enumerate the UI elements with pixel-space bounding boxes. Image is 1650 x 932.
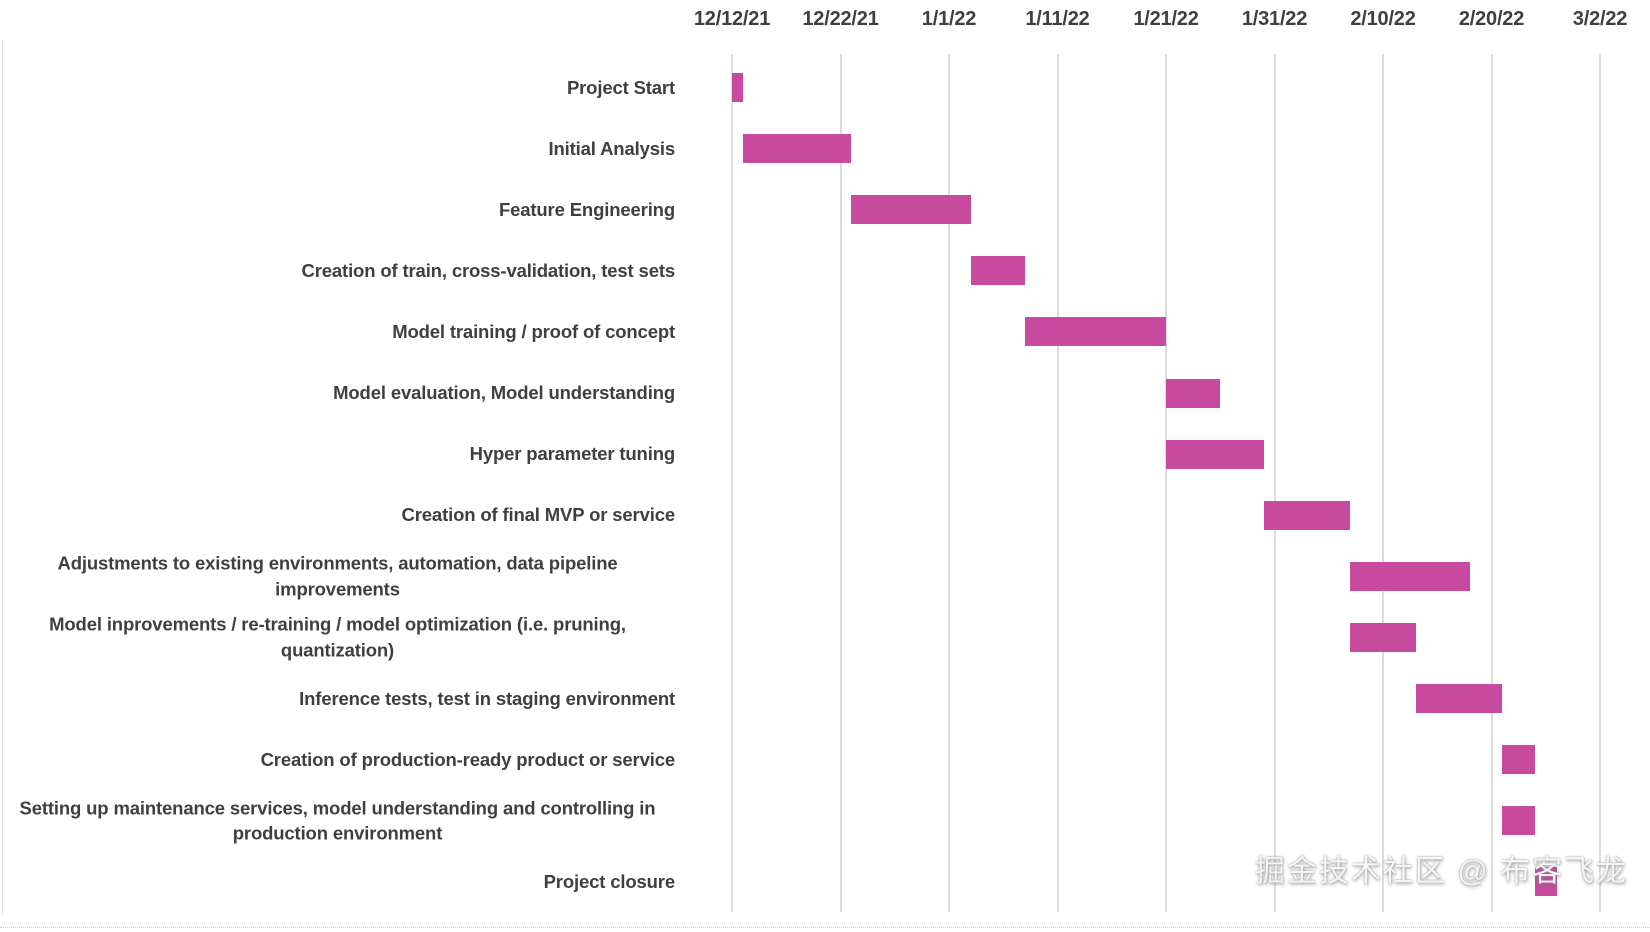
task-bar	[970, 256, 1025, 286]
task-row-label: Project closure	[543, 871, 676, 893]
task-row-label: Creation of final MVP or service	[401, 504, 676, 526]
gridline	[1382, 54, 1384, 912]
task-bar	[1166, 378, 1221, 408]
axis-tick-label: 1/31/22	[1241, 8, 1308, 30]
axis-tick-label: 2/20/22	[1458, 8, 1525, 30]
task-bar	[1350, 622, 1416, 652]
task-row-label: Creation of production-ready product or …	[260, 748, 676, 770]
task-row-label: Creation of train, cross-validation, tes…	[301, 260, 676, 282]
task-bar	[1502, 745, 1535, 775]
task-row-label: Hyper parameter tuning	[469, 443, 676, 465]
gridline	[1599, 54, 1601, 912]
task-bar	[732, 73, 743, 102]
watermark: 掘金技术社区 @ 布客飞龙	[1254, 855, 1628, 888]
task-bar	[1415, 684, 1503, 713]
task-row-label: Model training / proof of concept	[392, 321, 675, 343]
task-row-label: Feature Engineering	[498, 198, 675, 220]
task-row-label: Adjustments to existing environments, au…	[57, 552, 618, 600]
task-bar	[1534, 867, 1557, 897]
gridline	[948, 54, 950, 912]
axis-tick-label: 12/12/21	[693, 8, 771, 30]
task-row-label: Model evaluation, Model understanding	[333, 382, 675, 404]
task-bar	[851, 195, 971, 225]
bottom-edge-divider	[0, 927, 1650, 928]
gridline	[1165, 54, 1167, 912]
task-bar	[1350, 561, 1470, 591]
task-bar	[1024, 317, 1166, 347]
task-bar	[1263, 500, 1351, 530]
task-row-label: Setting up maintenance services, model u…	[19, 797, 656, 844]
axis-tick-label: 1/11/22	[1025, 8, 1090, 30]
gridline	[839, 54, 842, 912]
axis-tick-label: 12/22/21	[802, 8, 879, 30]
axis-tick-label: 2/10/22	[1350, 8, 1416, 30]
gridline	[1490, 54, 1493, 912]
left-edge-divider	[2, 40, 3, 916]
gridline	[731, 54, 733, 912]
task-row-label: Project Start	[566, 76, 675, 98]
gridline	[1056, 54, 1059, 912]
task-bar	[1166, 439, 1264, 469]
axis-tick-label: 1/21/22	[1133, 8, 1199, 30]
task-row-label: Model inprovements / re-training / model…	[49, 613, 626, 661]
gridline	[1273, 54, 1276, 912]
task-bar	[742, 134, 852, 164]
task-row-label: Inference tests, test in staging environ…	[299, 687, 675, 709]
axis-tick-label: 3/2/22	[1572, 8, 1628, 30]
axis-tick-label: 1/1/22	[921, 8, 977, 30]
task-row-label: Initial Analysis	[548, 137, 676, 159]
task-bar	[1502, 806, 1535, 836]
